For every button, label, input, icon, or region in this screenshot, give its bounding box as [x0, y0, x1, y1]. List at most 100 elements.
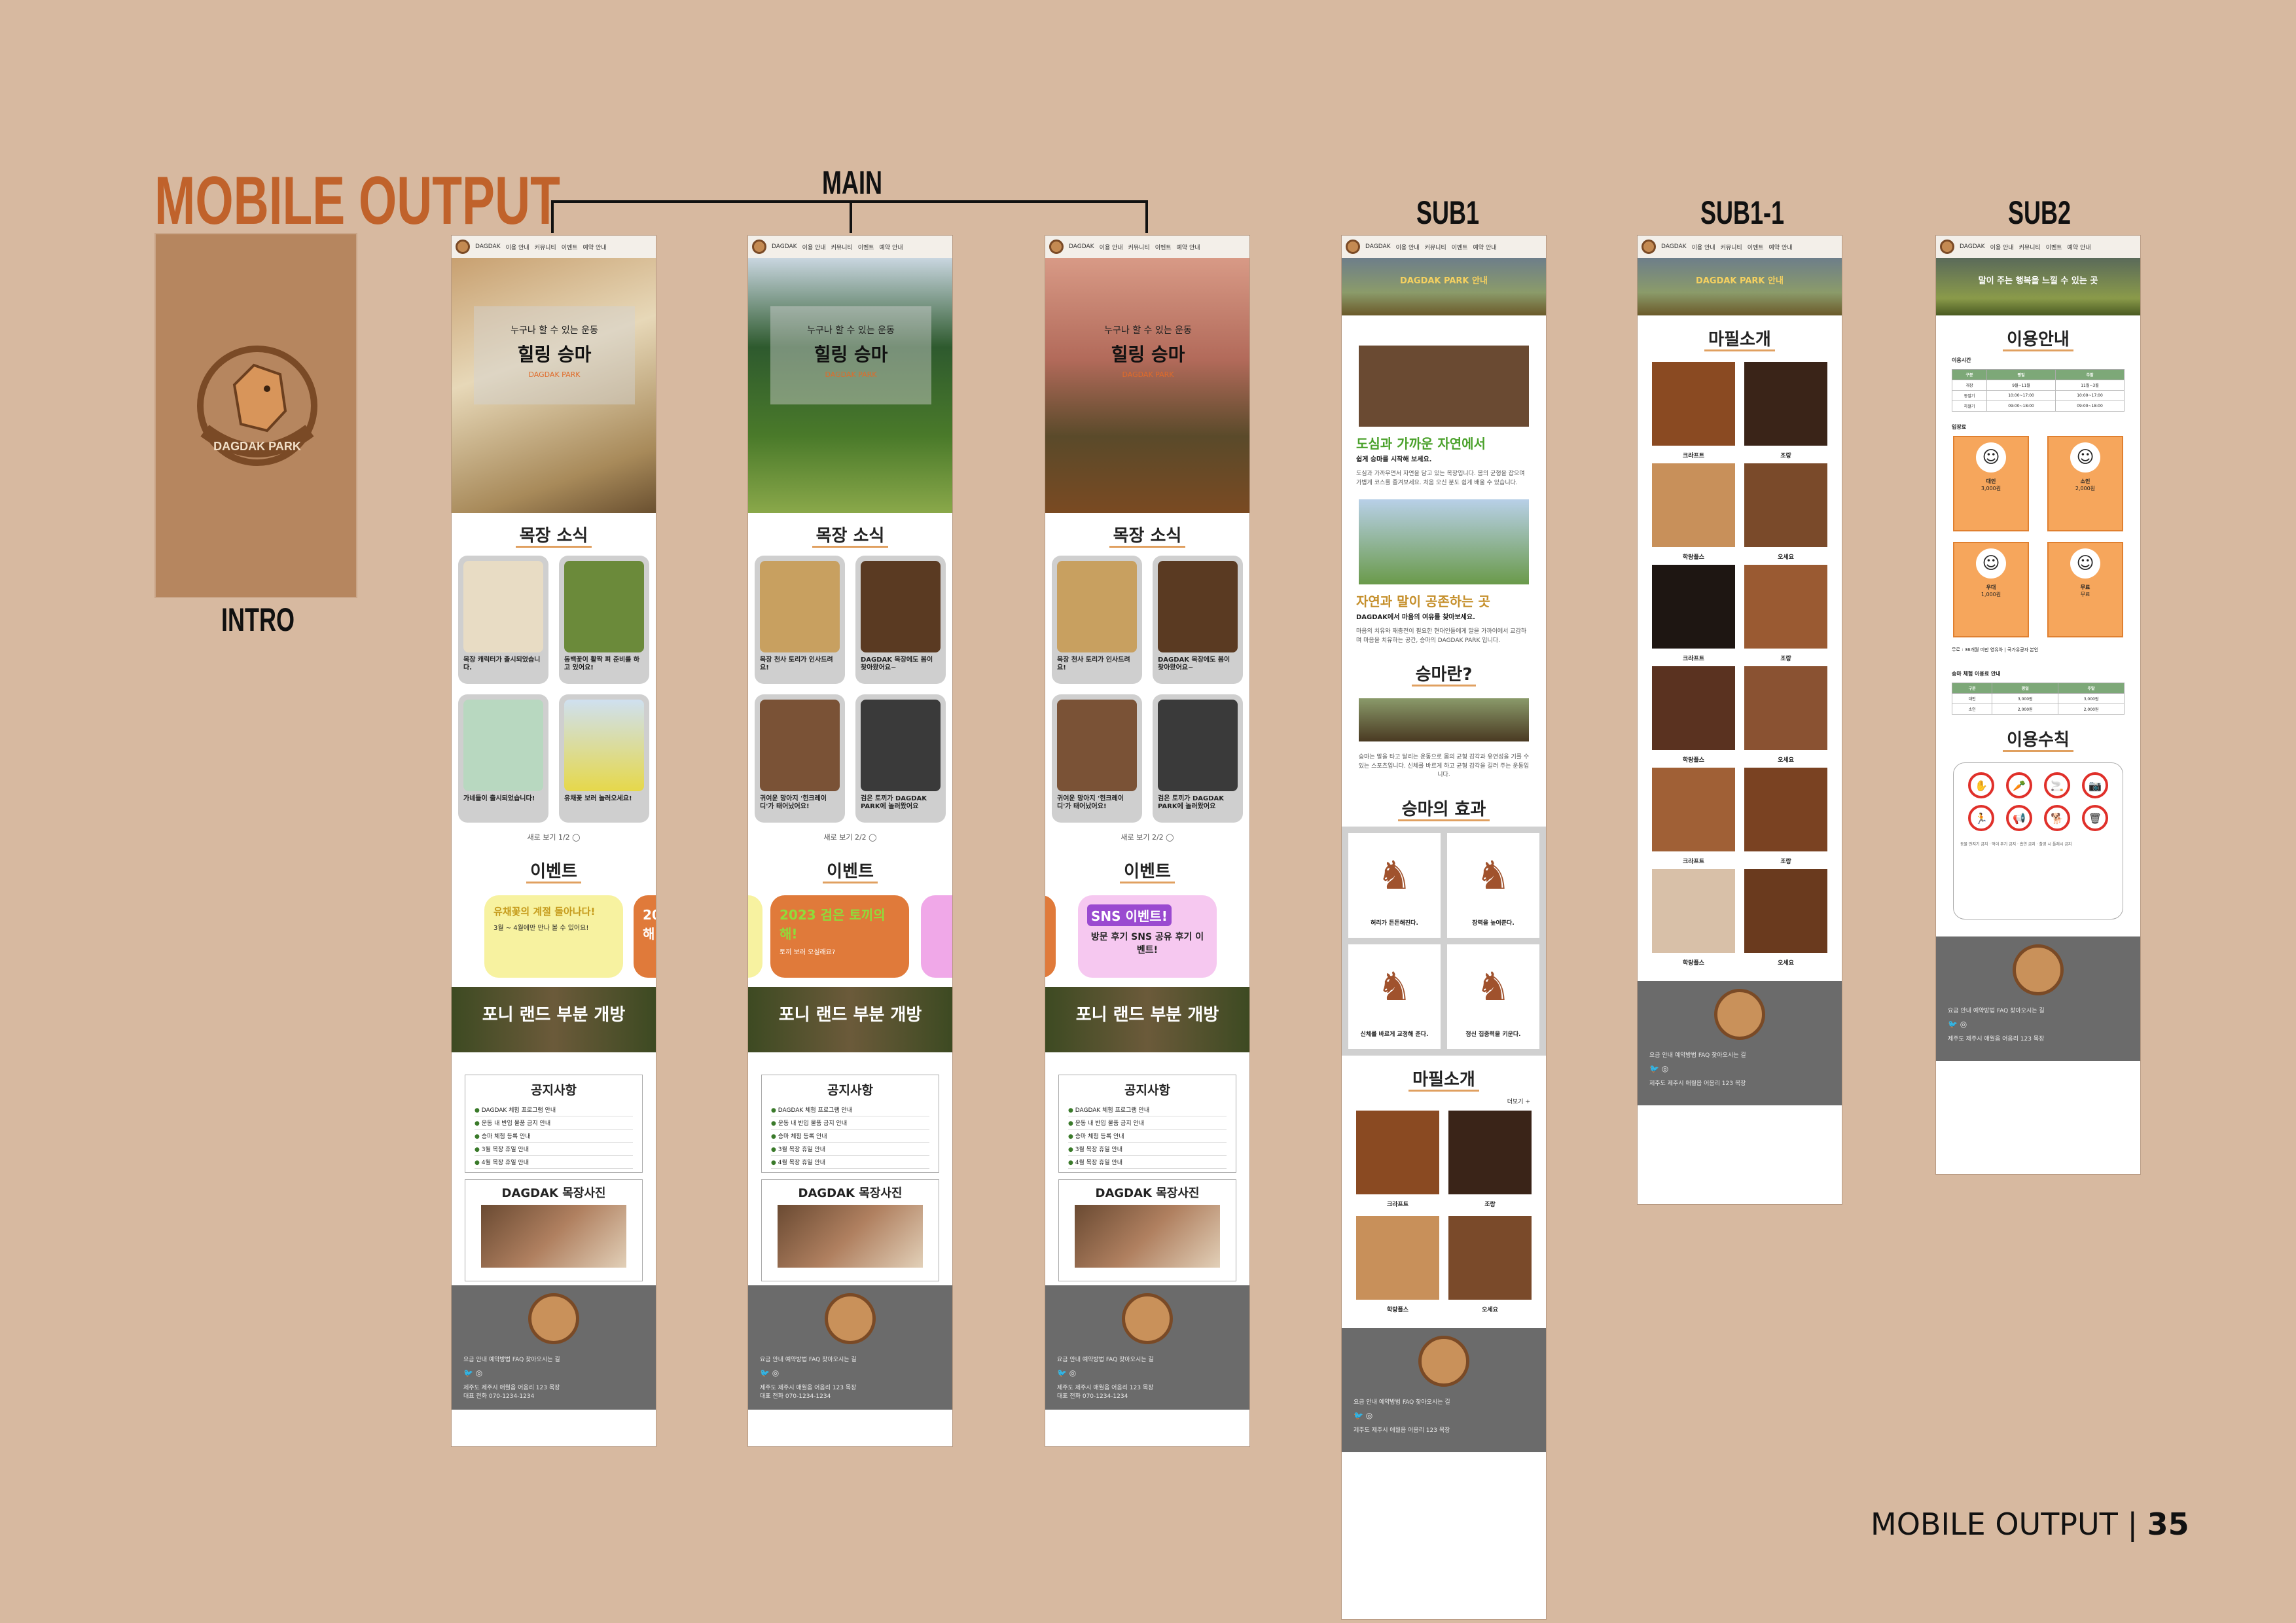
- news-more[interactable]: 새로 보기 1/2 ◯: [527, 833, 581, 842]
- news-more[interactable]: 새로 보기 2/2 ◯: [823, 833, 877, 842]
- social-icons[interactable]: 🐦 ◎: [1948, 1020, 1967, 1029]
- horse-card[interactable]: 조랑: [1448, 1110, 1532, 1208]
- logo-icon[interactable]: [752, 240, 766, 254]
- social-icons[interactable]: 🐦 ◎: [1354, 1410, 1373, 1420]
- horse-card[interactable]: 오세요: [1448, 1215, 1532, 1313]
- notice-item[interactable]: 4월 목장 휴일 안내: [475, 1156, 633, 1169]
- more-link[interactable]: 더보기 +: [1507, 1098, 1530, 1105]
- news-card[interactable]: 귀여운 망아지 '힌크레이디'가 태어났어요!: [1052, 694, 1142, 823]
- nav-brand[interactable]: DAGDAK: [1365, 243, 1391, 250]
- notice-item[interactable]: 3월 목장 휴일 안내: [1068, 1143, 1227, 1156]
- horse-card[interactable]: 크라프트: [1652, 768, 1735, 865]
- footer-links[interactable]: 요금 안내 예약방법 FAQ 찾아오시는 길: [1057, 1357, 1154, 1363]
- nav-item[interactable]: 이벤트: [1451, 244, 1468, 251]
- horse-card[interactable]: 학랑플스: [1652, 463, 1735, 561]
- event-carousel[interactable]: SNS 이벤트! 방문 후기 SNS 공유 후기 이벤트!: [1045, 889, 1249, 987]
- horse-card[interactable]: 학랑플스: [1356, 1215, 1439, 1313]
- nav-item[interactable]: 이벤트: [561, 244, 578, 251]
- nav-item[interactable]: 예약 안내: [1176, 244, 1200, 251]
- horse-card[interactable]: 학랑플스: [1652, 869, 1735, 967]
- horse-card[interactable]: 크라프트: [1652, 565, 1735, 662]
- event-card[interactable]: SNS 이벤트! 방문 후기 SNS 공유 후기 이벤트!: [1078, 895, 1217, 978]
- news-card[interactable]: 동백꽃이 활짝 펴 준비를 하고 있어요!: [559, 556, 649, 684]
- event-carousel[interactable]: 2023 검은 토끼의 해! 토끼 보러 오실래요?: [748, 889, 952, 987]
- nav-item[interactable]: 이용 안내: [1990, 244, 2014, 251]
- event-card[interactable]: 2023 검은 토끼의 해!: [634, 895, 656, 978]
- logo-icon[interactable]: [1641, 240, 1656, 254]
- news-card[interactable]: 목장 천사 토리가 인사드려요!: [755, 556, 845, 684]
- news-card[interactable]: 가네들이 출시되었습니다!: [458, 694, 548, 823]
- notice-item[interactable]: 승마 체험 등록 안내: [771, 1130, 929, 1143]
- footer-links[interactable]: 요금 안내 예약방법 FAQ 찾아오시는 길: [1649, 1052, 1746, 1059]
- news-more[interactable]: 새로 보기 2/2 ◯: [1121, 833, 1174, 842]
- event-carousel[interactable]: 유채꽃의 계절 돌아나다! 3월 ~ 4월에만 만나 볼 수 있어요! 2023 …: [452, 889, 656, 987]
- horse-card[interactable]: 크라프트: [1356, 1110, 1439, 1208]
- notice-item[interactable]: 운동 내 반입 물품 금지 안내: [1068, 1116, 1227, 1130]
- horse-card[interactable]: 학랑플스: [1652, 666, 1735, 764]
- event-card[interactable]: 2023 검은 토끼의 해! 토끼 보러 오실래요?: [770, 895, 909, 978]
- nav-item[interactable]: 이벤트: [1155, 244, 1172, 251]
- social-icons[interactable]: 🐦 ◎: [760, 1368, 780, 1378]
- nav-item[interactable]: 이벤트: [1747, 244, 1764, 251]
- nav-item[interactable]: 커뮤니티: [1424, 244, 1446, 251]
- event-card[interactable]: [921, 895, 952, 978]
- footer-links[interactable]: 요금 안내 예약방법 FAQ 찾아오시는 길: [1948, 1008, 2045, 1014]
- news-card[interactable]: 귀여운 망아지 '힌크레이디'가 태어났어요!: [755, 694, 845, 823]
- news-card[interactable]: 검은 토끼가 DAGDAK PARK에 놀러왔어요: [1153, 694, 1243, 823]
- photo-box[interactable]: DAGDAK 목장사진: [1058, 1179, 1236, 1281]
- nav-item[interactable]: 이벤트: [2045, 244, 2062, 251]
- notice-item[interactable]: 3월 목장 휴일 안내: [475, 1143, 633, 1156]
- logo-icon[interactable]: [1940, 240, 1954, 254]
- nav-brand[interactable]: DAGDAK: [1661, 243, 1687, 250]
- photo-box[interactable]: DAGDAK 목장사진: [465, 1179, 643, 1281]
- logo-icon[interactable]: [1346, 240, 1360, 254]
- social-icons[interactable]: 🐦 ◎: [463, 1368, 483, 1378]
- nav-brand[interactable]: DAGDAK: [475, 243, 501, 250]
- social-icons[interactable]: 🐦 ◎: [1057, 1368, 1077, 1378]
- event-card[interactable]: 유채꽃의 계절 돌아나다! 3월 ~ 4월에만 만나 볼 수 있어요!: [484, 895, 623, 978]
- nav-item[interactable]: 이용 안내: [1395, 244, 1420, 251]
- ponyland-banner[interactable]: 포니 랜드 부분 개방: [452, 987, 656, 1052]
- horse-card[interactable]: 조랑: [1744, 362, 1827, 459]
- news-card[interactable]: DAGDAK 목장에도 봄이 찾아왔어요~: [1153, 556, 1243, 684]
- notice-item[interactable]: 4월 목장 휴일 안내: [1068, 1156, 1227, 1169]
- news-card[interactable]: 검은 토끼가 DAGDAK PARK에 놀러왔어요: [855, 694, 946, 823]
- horse-card[interactable]: 조랑: [1744, 768, 1827, 865]
- intro-screen[interactable]: DAGDAK PARK: [154, 233, 357, 598]
- nav-item[interactable]: 커뮤니티: [1720, 244, 1742, 251]
- nav-item[interactable]: 이용 안내: [505, 244, 529, 251]
- event-card[interactable]: [748, 895, 762, 978]
- news-card[interactable]: 목장 캐릭터가 출시되었습니다.: [458, 556, 548, 684]
- notice-item[interactable]: 승마 체험 등록 안내: [1068, 1130, 1227, 1143]
- notice-item[interactable]: 운동 내 반입 물품 금지 안내: [475, 1116, 633, 1130]
- nav-item[interactable]: 예약 안내: [1768, 244, 1793, 251]
- photo-box[interactable]: DAGDAK 목장사진: [761, 1179, 939, 1281]
- nav-item[interactable]: 예약 안내: [2067, 244, 2091, 251]
- nav-item[interactable]: 커뮤니티: [534, 244, 556, 251]
- nav-item[interactable]: 이용 안내: [1099, 244, 1123, 251]
- nav-item[interactable]: 예약 안내: [879, 244, 903, 251]
- logo-icon[interactable]: [1049, 240, 1064, 254]
- news-card[interactable]: 유채꽃 보러 놀러오세요!: [559, 694, 649, 823]
- notice-item[interactable]: 운동 내 반입 물품 금지 안내: [771, 1116, 929, 1130]
- news-card[interactable]: 목장 천사 토리가 인사드려요!: [1052, 556, 1142, 684]
- ponyland-banner[interactable]: 포니 랜드 부분 개방: [748, 987, 952, 1052]
- social-icons[interactable]: 🐦 ◎: [1649, 1064, 1669, 1073]
- nav-item[interactable]: 커뮤니티: [831, 244, 853, 251]
- notice-item[interactable]: DAGDAK 체험 프로그램 안내: [1068, 1103, 1227, 1116]
- horse-card[interactable]: 크라프트: [1652, 362, 1735, 459]
- news-card[interactable]: DAGDAK 목장에도 봄이 찾아왔어요~: [855, 556, 946, 684]
- nav-item[interactable]: 예약 안내: [583, 244, 607, 251]
- nav-brand[interactable]: DAGDAK: [1960, 243, 1985, 250]
- footer-links[interactable]: 요금 안내 예약방법 FAQ 찾아오시는 길: [760, 1357, 857, 1363]
- horse-card[interactable]: 오세요: [1744, 666, 1827, 764]
- nav-item[interactable]: 이용 안내: [1691, 244, 1715, 251]
- nav-brand[interactable]: DAGDAK: [772, 243, 797, 250]
- notice-item[interactable]: 4월 목장 휴일 안내: [771, 1156, 929, 1169]
- nav-item[interactable]: 이벤트: [857, 244, 874, 251]
- horse-card[interactable]: 오세요: [1744, 463, 1827, 561]
- nav-brand[interactable]: DAGDAK: [1069, 243, 1094, 250]
- notice-item[interactable]: DAGDAK 체험 프로그램 안내: [475, 1103, 633, 1116]
- logo-icon[interactable]: [456, 240, 470, 254]
- horse-card[interactable]: 오세요: [1744, 869, 1827, 967]
